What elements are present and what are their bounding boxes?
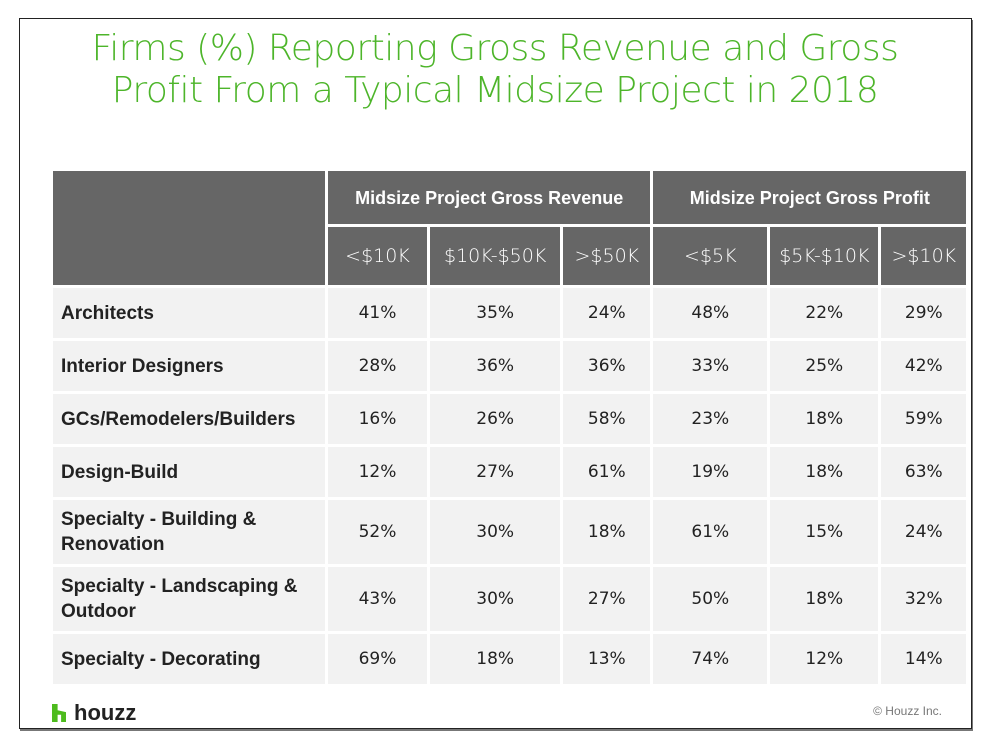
column-header: >$50K xyxy=(563,227,651,285)
table-cell: 18% xyxy=(563,500,651,564)
table-cell: 27% xyxy=(563,567,651,631)
table-cell: 36% xyxy=(563,341,651,391)
table-cell: 42% xyxy=(881,341,967,391)
title-line-2: Profit From a Typical Midsize Project in… xyxy=(111,70,879,111)
table-cell: 35% xyxy=(430,288,561,338)
table-row: GCs/Remodelers/Builders 16% 26% 58% 23% 18% 59… xyxy=(53,394,967,444)
table-cell: 61% xyxy=(563,447,651,497)
table-cell: 48% xyxy=(653,288,768,338)
table-cell: 18% xyxy=(770,394,879,444)
table-cell: 18% xyxy=(770,447,879,497)
row-label: Architects xyxy=(53,288,325,338)
table-cell: 41% xyxy=(328,288,427,338)
row-label: GCs/Remodelers/Builders xyxy=(53,394,325,444)
table-cell: 50% xyxy=(653,567,768,631)
row-label: Interior Designers xyxy=(53,341,325,391)
table-row: Architects 41% 35% 24% 48% 22% 29% xyxy=(53,288,967,338)
table-cell: 15% xyxy=(770,500,879,564)
logo-text: houzz xyxy=(74,700,137,725)
table-cell: 32% xyxy=(881,567,967,631)
table-cell: 27% xyxy=(430,447,561,497)
group-header-revenue: Midsize Project Gross Revenue xyxy=(328,171,651,224)
copyright: © Houzz Inc. xyxy=(873,704,942,718)
table-cell: 18% xyxy=(430,634,561,684)
houzz-logo: houzz xyxy=(52,700,136,726)
table-cell: 28% xyxy=(328,341,427,391)
slide-title: Firms (%) Reporting Gross Revenue and Gr… xyxy=(0,28,990,112)
table-cell: 12% xyxy=(770,634,879,684)
table-row: Specialty - Building & Renovation 52% 30% 1… xyxy=(53,500,967,564)
table-cell: 18% xyxy=(770,567,879,631)
table-cell: 13% xyxy=(563,634,651,684)
column-header: $5K-$10K xyxy=(770,227,879,285)
table-row: Specialty - Landscaping & Outdoor 43% 30% 2… xyxy=(53,567,967,631)
table-cell: 61% xyxy=(653,500,768,564)
table-cell: 23% xyxy=(653,394,768,444)
column-header: <$5K xyxy=(653,227,768,285)
table-cell: 74% xyxy=(653,634,768,684)
table-cell: 69% xyxy=(328,634,427,684)
table-cell: 33% xyxy=(653,341,768,391)
table-cell: 24% xyxy=(881,500,967,564)
table-cell: 16% xyxy=(328,394,427,444)
table-cell: 30% xyxy=(430,500,561,564)
row-label: Specialty - Landscaping & Outdoor xyxy=(53,567,325,631)
table-cell: 29% xyxy=(881,288,967,338)
table-row: Interior Designers 28% 36% 36% 33% 25% 42% xyxy=(53,341,967,391)
column-header: >$10K xyxy=(881,227,967,285)
data-table: Midsize Project Gross Revenue Midsize Pr… xyxy=(50,168,969,687)
table-cell: 22% xyxy=(770,288,879,338)
table-cell: 36% xyxy=(430,341,561,391)
table-cell: 63% xyxy=(881,447,967,497)
corner-header xyxy=(53,171,325,285)
column-header: $10K-$50K xyxy=(430,227,561,285)
table-cell: 14% xyxy=(881,634,967,684)
table-cell: 25% xyxy=(770,341,879,391)
table-row: Specialty - Decorating 69% 18% 13% 74% 12% 14% xyxy=(53,634,967,684)
table-cell: 43% xyxy=(328,567,427,631)
table-cell: 30% xyxy=(430,567,561,631)
table-row: Design-Build 12% 27% 61% 19% 18% 63% xyxy=(53,447,967,497)
group-header-profit: Midsize Project Gross Profit xyxy=(653,171,967,224)
table-cell: 24% xyxy=(563,288,651,338)
houzz-logo-icon xyxy=(52,704,66,722)
table-cell: 19% xyxy=(653,447,768,497)
table-cell: 12% xyxy=(328,447,427,497)
row-label: Design-Build xyxy=(53,447,325,497)
table-cell: 58% xyxy=(563,394,651,444)
title-line-1: Firms (%) Reporting Gross Revenue and Gr… xyxy=(91,28,899,69)
column-header: <$10K xyxy=(328,227,427,285)
row-label: Specialty - Building & Renovation xyxy=(53,500,325,564)
table-cell: 59% xyxy=(881,394,967,444)
table-cell: 52% xyxy=(328,500,427,564)
row-label: Specialty - Decorating xyxy=(53,634,325,684)
table-cell: 26% xyxy=(430,394,561,444)
